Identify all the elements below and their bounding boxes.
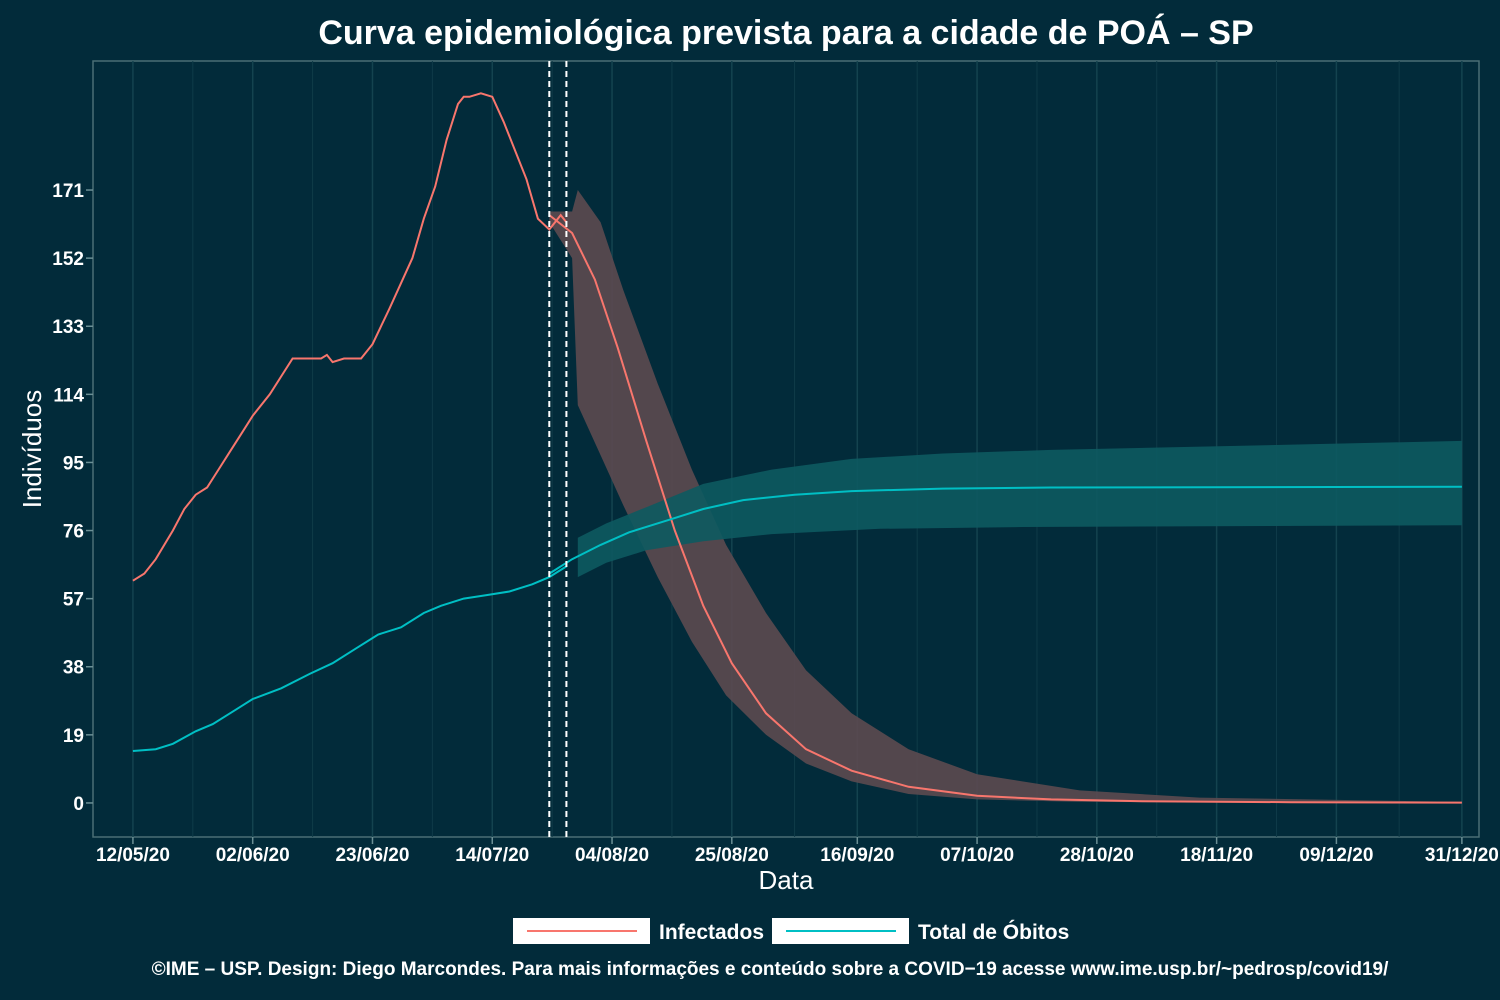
footer-credits: ©IME – USP. Design: Diego Marcondes. Par…: [152, 959, 1389, 980]
series-lines: [132, 92, 1462, 804]
confidence-band-0: [549, 190, 1462, 803]
chart-title: Curva epidemiológica prevista para a cid…: [318, 14, 1253, 52]
x-tick-label: 14/07/20: [455, 845, 529, 866]
x-tick-label: 07/10/20: [940, 845, 1014, 866]
y-tick-label: 76: [63, 522, 84, 543]
plot-panel: [92, 60, 1480, 838]
forecast-line-1: [548, 485, 1462, 575]
legend-label-obitos: Total de Óbitos: [918, 920, 1069, 944]
y-tick-label: 152: [52, 249, 84, 270]
y-tick-label: 114: [53, 385, 84, 406]
confidence-band-1: [577, 440, 1462, 578]
x-axis-title: Data: [759, 865, 814, 895]
x-tick-label: 23/06/20: [335, 845, 409, 866]
y-axis-ticks: 0 19 38 57 76 95 114 133 152 171: [52, 181, 93, 815]
x-tick-label: 18/11/20: [1180, 845, 1253, 866]
x-tick-label: 02/06/20: [216, 845, 290, 866]
x-tick-label: 25/08/20: [695, 845, 769, 866]
observed-line-0: [132, 92, 568, 582]
x-tick-label: 31/12/20: [1425, 845, 1499, 866]
x-tick-label: 16/09/20: [820, 845, 894, 866]
observed-line-1: [132, 565, 567, 752]
y-tick-label: 57: [63, 590, 84, 611]
x-axis-ticks: 12/05/20 02/06/20 23/06/20 14/07/20 04/08/20…: [96, 837, 1499, 866]
y-tick-label: 133: [52, 317, 84, 338]
x-tick-label: 09/12/20: [1299, 845, 1373, 866]
legend-label-infectados: Infectados: [659, 921, 764, 944]
legend: Infectados Total de Óbitos: [513, 918, 1069, 944]
y-axis-title: Indivíduos: [17, 390, 47, 509]
y-tick-label: 19: [63, 726, 84, 747]
y-tick-label: 0: [73, 794, 84, 815]
y-tick-label: 95: [63, 453, 85, 474]
forecast-line-0: [548, 214, 1462, 804]
y-tick-label: 38: [63, 658, 84, 679]
x-tick-label: 12/05/20: [96, 845, 170, 866]
confidence-bands: [549, 190, 1462, 803]
x-tick-label: 28/10/20: [1060, 845, 1134, 866]
y-tick-label: 171: [52, 181, 84, 202]
x-tick-label: 04/08/20: [575, 845, 649, 866]
